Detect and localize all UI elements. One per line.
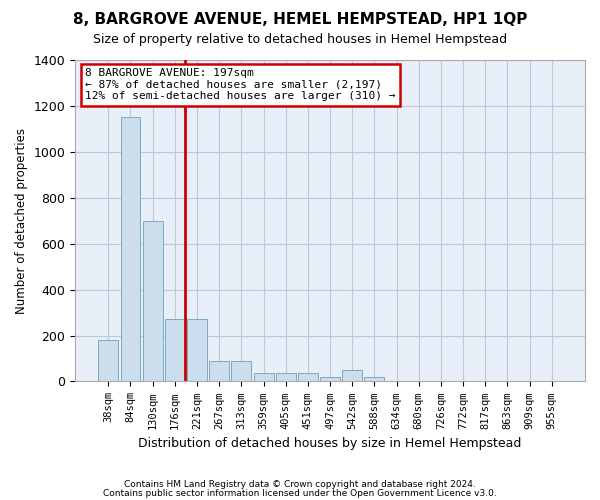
Text: Contains HM Land Registry data © Crown copyright and database right 2024.: Contains HM Land Registry data © Crown c… — [124, 480, 476, 489]
Bar — [98, 340, 118, 382]
Bar — [276, 374, 296, 382]
Bar — [187, 320, 207, 382]
Bar — [121, 118, 140, 382]
Bar — [320, 377, 340, 382]
Bar — [364, 377, 385, 382]
Text: Size of property relative to detached houses in Hemel Hempstead: Size of property relative to detached ho… — [93, 32, 507, 46]
Bar — [298, 374, 318, 382]
Bar — [342, 370, 362, 382]
Text: 8 BARGROVE AVENUE: 197sqm
← 87% of detached houses are smaller (2,197)
12% of se: 8 BARGROVE AVENUE: 197sqm ← 87% of detac… — [85, 68, 396, 101]
Bar — [254, 374, 274, 382]
Bar — [143, 220, 163, 382]
Bar — [209, 361, 229, 382]
Bar — [165, 320, 185, 382]
X-axis label: Distribution of detached houses by size in Hemel Hempstead: Distribution of detached houses by size … — [139, 437, 522, 450]
Y-axis label: Number of detached properties: Number of detached properties — [15, 128, 28, 314]
Bar — [232, 361, 251, 382]
Text: 8, BARGROVE AVENUE, HEMEL HEMPSTEAD, HP1 1QP: 8, BARGROVE AVENUE, HEMEL HEMPSTEAD, HP1… — [73, 12, 527, 28]
Text: Contains public sector information licensed under the Open Government Licence v3: Contains public sector information licen… — [103, 488, 497, 498]
